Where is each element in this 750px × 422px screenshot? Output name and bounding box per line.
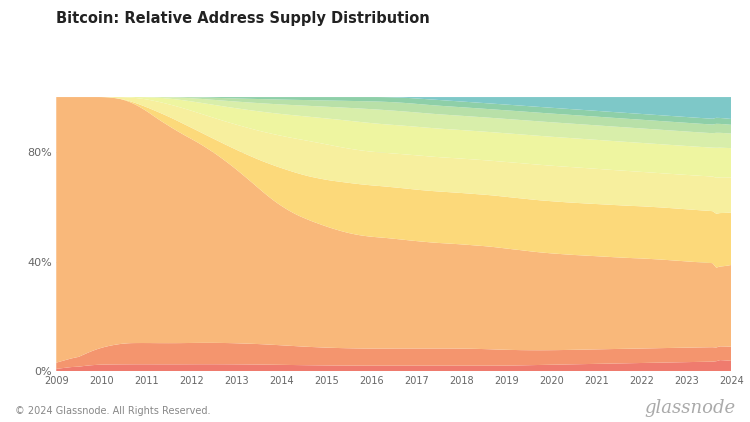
Text: glassnode: glassnode [644,399,735,417]
Legend: < 0.001, 0.001 - 0.01, 0.01 - 0.1, 0.1 - 1, 1 - 10, 10 - 100, 100 - 1k, 1k - 10k: < 0.001, 0.001 - 0.01, 0.01 - 0.1, 0.1 -… [61,0,608,2]
Text: © 2024 Glassnode. All Rights Reserved.: © 2024 Glassnode. All Rights Reserved. [15,406,211,416]
Text: Bitcoin: Relative Address Supply Distribution: Bitcoin: Relative Address Supply Distrib… [56,11,430,26]
